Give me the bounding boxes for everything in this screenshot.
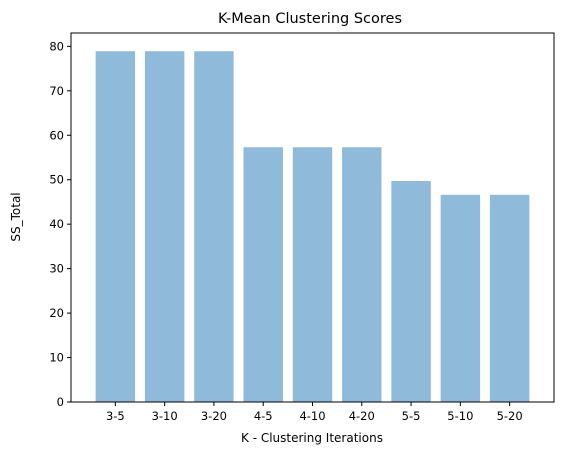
bar-3-10 bbox=[144, 51, 185, 402]
x-tick-label-3-10: 3-10 bbox=[152, 409, 178, 423]
y-tick-label-50: 50 bbox=[49, 173, 64, 187]
bar-3-20 bbox=[194, 51, 234, 402]
y-tick-label-70: 70 bbox=[49, 84, 64, 98]
x-tick-label-3-20: 3-20 bbox=[201, 409, 227, 423]
bar-5-10 bbox=[440, 194, 481, 402]
bar-3-5 bbox=[95, 51, 136, 402]
y-tick-label-60: 60 bbox=[49, 128, 64, 142]
x-tick-label-5-20: 5-20 bbox=[497, 409, 523, 423]
x-tick-label-4-20: 4-20 bbox=[349, 409, 375, 423]
x-tick-label-5-5: 5-5 bbox=[402, 409, 421, 423]
y-tick-label-10: 10 bbox=[49, 351, 64, 365]
y-tick-label-0: 0 bbox=[57, 395, 64, 409]
bar-5-5 bbox=[391, 181, 431, 402]
bar-4-5 bbox=[243, 147, 283, 402]
y-axis: 0 10 20 30 40 50 60 70 80 bbox=[49, 39, 71, 409]
x-tick-label-3-5: 3-5 bbox=[106, 409, 125, 423]
x-axis-label: K - Clustering Iterations bbox=[241, 431, 383, 445]
y-tick-label-40: 40 bbox=[49, 217, 64, 231]
bars-layer bbox=[95, 51, 530, 402]
x-tick-label-4-5: 4-5 bbox=[254, 409, 273, 423]
plot-frame bbox=[70, 32, 555, 403]
x-tick-label-5-10: 5-10 bbox=[447, 409, 473, 423]
y-tick-label-20: 20 bbox=[49, 306, 64, 320]
y-tick-label-80: 80 bbox=[49, 39, 64, 53]
bar-4-20 bbox=[342, 147, 382, 402]
bar-5-20 bbox=[489, 194, 530, 402]
chart-title: K-Mean Clustering Scores bbox=[218, 11, 402, 27]
y-tick-label-30: 30 bbox=[49, 262, 64, 276]
x-axis: 3-5 3-10 3-20 4-5 4-10 4-20 5-5 5-10 5-20 bbox=[106, 402, 523, 423]
y-axis-label: SS_Total bbox=[9, 192, 23, 241]
x-tick-label-4-10: 4-10 bbox=[299, 409, 325, 423]
bar-4-10 bbox=[292, 147, 333, 402]
